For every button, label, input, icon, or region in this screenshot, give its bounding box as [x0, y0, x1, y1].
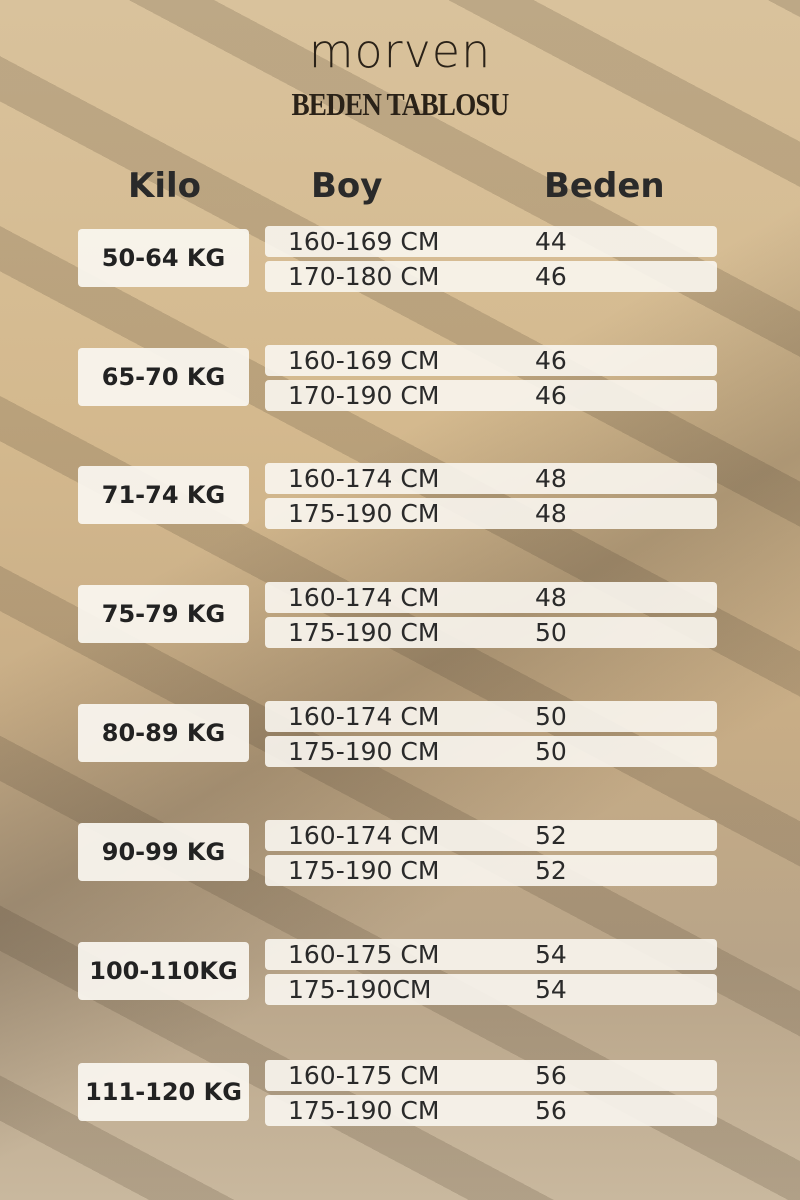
boy-range: 175-190 CM: [288, 856, 440, 885]
beden-value: 48: [535, 499, 567, 528]
beden-value: 54: [535, 940, 567, 969]
beden-value: 50: [535, 618, 567, 647]
table-row: 175-190 CM 48: [265, 498, 717, 529]
beden-value: 46: [535, 381, 567, 410]
table-row: 160-169 CM 44: [265, 226, 717, 257]
table-row: 160-174 CM 48: [265, 582, 717, 613]
kilo-range: 75-79 KG: [78, 585, 249, 643]
table-row: 160-175 CM 54: [265, 939, 717, 970]
beden-value: 52: [535, 856, 567, 885]
boy-range: 160-174 CM: [288, 702, 440, 731]
table-row: 175-190 CM 52: [265, 855, 717, 886]
size-group: 71-74 KG 160-174 CM 48 175-190 CM 48: [0, 463, 800, 529]
table-row: 175-190 CM 56: [265, 1095, 717, 1126]
table-row: 160-174 CM 52: [265, 820, 717, 851]
boy-range: 175-190 CM: [288, 618, 440, 647]
table-row: 160-169 CM 46: [265, 345, 717, 376]
size-group: 100-110KG 160-175 CM 54 175-190CM 54: [0, 939, 800, 1005]
boy-range: 170-190 CM: [288, 381, 440, 410]
header-beden: Beden: [544, 166, 665, 206]
boy-range: 175-190CM: [288, 975, 432, 1004]
boy-range: 170-180 CM: [288, 262, 440, 291]
kilo-range: 80-89 KG: [78, 704, 249, 762]
brand-logo: morven: [308, 24, 492, 78]
beden-value: 54: [535, 975, 567, 1004]
kilo-range: 65-70 KG: [78, 348, 249, 406]
size-group: 80-89 KG 160-174 CM 50 175-190 CM 50: [0, 701, 800, 767]
beden-value: 50: [535, 702, 567, 731]
table-row: 160-174 CM 50: [265, 701, 717, 732]
table-row: 170-190 CM 46: [265, 380, 717, 411]
size-group: 65-70 KG 160-169 CM 46 170-190 CM 46: [0, 345, 800, 411]
size-group: 111-120 KG 160-175 CM 56 175-190 CM 56: [0, 1060, 800, 1126]
beden-value: 46: [535, 262, 567, 291]
boy-range: 175-190 CM: [288, 1096, 440, 1125]
boy-range: 175-190 CM: [288, 499, 440, 528]
beden-value: 50: [535, 737, 567, 766]
kilo-range: 90-99 KG: [78, 823, 249, 881]
boy-range: 160-169 CM: [288, 346, 440, 375]
beden-value: 46: [535, 346, 567, 375]
size-group: 75-79 KG 160-174 CM 48 175-190 CM 50: [0, 582, 800, 648]
boy-range: 160-174 CM: [288, 821, 440, 850]
kilo-range: 100-110KG: [78, 942, 249, 1000]
table-row: 160-174 CM 48: [265, 463, 717, 494]
table-row: 175-190CM 54: [265, 974, 717, 1005]
boy-range: 160-174 CM: [288, 583, 440, 612]
size-group: 90-99 KG 160-174 CM 52 175-190 CM 52: [0, 820, 800, 886]
beden-value: 48: [535, 583, 567, 612]
beden-value: 44: [535, 227, 567, 256]
size-group: 50-64 KG 160-169 CM 44 170-180 CM 46: [0, 226, 800, 292]
table-row: 160-175 CM 56: [265, 1060, 717, 1091]
boy-range: 160-175 CM: [288, 940, 440, 969]
beden-value: 56: [535, 1096, 567, 1125]
header-kilo: Kilo: [128, 166, 202, 206]
beden-value: 48: [535, 464, 567, 493]
page-title: BEDEN TABLOSU: [291, 86, 510, 122]
table-row: 175-190 CM 50: [265, 617, 717, 648]
kilo-range: 111-120 KG: [78, 1063, 249, 1121]
kilo-range: 71-74 KG: [78, 466, 249, 524]
kilo-range: 50-64 KG: [78, 229, 249, 287]
table-row: 170-180 CM 46: [265, 261, 717, 292]
beden-value: 52: [535, 821, 567, 850]
boy-range: 160-174 CM: [288, 464, 440, 493]
table-row: 175-190 CM 50: [265, 736, 717, 767]
header-boy: Boy: [311, 166, 383, 206]
boy-range: 160-169 CM: [288, 227, 440, 256]
boy-range: 160-175 CM: [288, 1061, 440, 1090]
boy-range: 175-190 CM: [288, 737, 440, 766]
beden-value: 56: [535, 1061, 567, 1090]
